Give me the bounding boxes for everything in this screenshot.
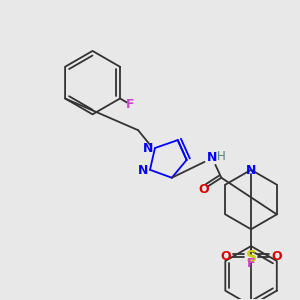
Text: N: N [207, 152, 218, 164]
Text: N: N [143, 142, 153, 154]
Text: F: F [126, 98, 134, 111]
Text: H: H [217, 150, 226, 164]
Text: N: N [138, 164, 148, 177]
Text: S: S [246, 250, 256, 265]
Text: O: O [272, 250, 282, 263]
Text: N: N [246, 164, 256, 177]
Text: O: O [220, 250, 231, 263]
Text: O: O [198, 183, 209, 196]
Text: F: F [247, 257, 255, 270]
